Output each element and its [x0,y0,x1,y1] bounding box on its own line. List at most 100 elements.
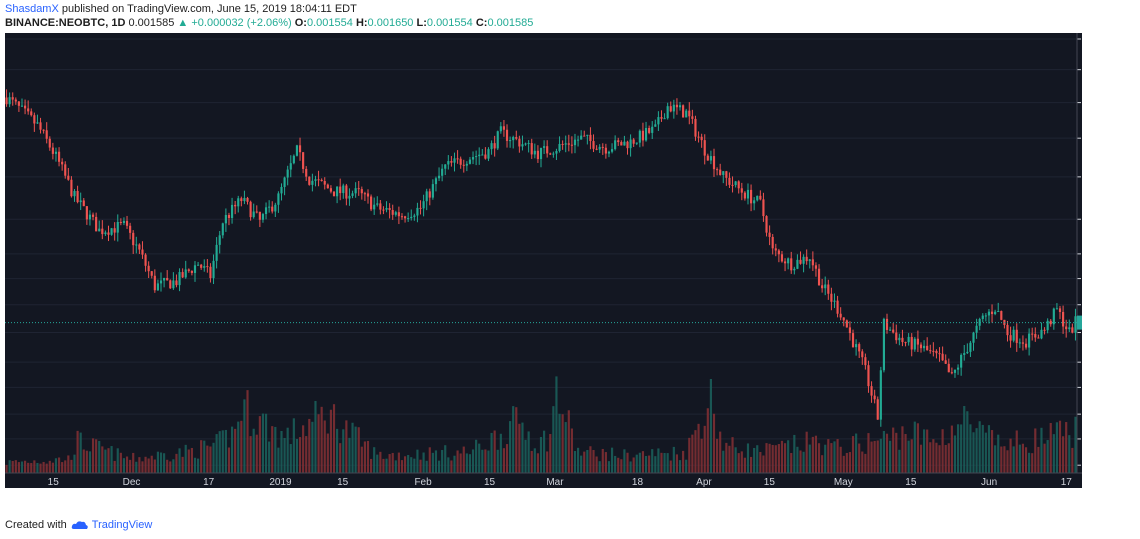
candle-body [39,122,42,130]
volume-bar [722,450,725,473]
volume-bar [978,421,981,473]
volume-bar [8,460,11,473]
volume-bar [363,441,366,473]
candle-body [1018,342,1021,344]
volume-bar [255,434,258,473]
volume-bar [17,462,20,473]
publish-line: ShasdamX published on TradingView.com, J… [5,3,357,15]
volume-bar [994,445,997,473]
volume-bar [685,459,688,473]
volume-bar [762,455,765,473]
volume-bar [505,444,509,473]
volume-bar [14,460,17,473]
volume-bar [73,454,76,473]
candle-body [901,337,904,343]
candle-body [635,142,638,144]
volume-bar [882,431,885,473]
candle-body [518,138,521,147]
candle-body [456,158,459,160]
candle-body [382,209,385,211]
volume-bar [836,439,839,473]
volume-bar [397,452,400,473]
volume-bar [240,420,243,473]
candle-body [938,353,941,355]
volume-bar [929,442,932,473]
candle-body [694,118,697,137]
volume-bar [119,452,122,473]
author-link[interactable]: ShasdamX [5,3,59,15]
volume-bar [833,441,836,473]
candle-body [956,367,960,370]
chart-background [5,33,1082,488]
candle-body [620,142,623,146]
volume-bar [648,455,651,473]
volume-bar [892,427,895,473]
candle-body [132,232,135,246]
candle-body [716,169,719,171]
volume-bar [79,432,82,473]
volume-bar [478,443,481,473]
candle-body [824,284,827,289]
candle-body [675,104,679,108]
volume-bar [88,451,92,473]
candle-body [385,207,388,210]
candle-body [339,186,342,194]
candle-body [527,143,530,145]
candle-body [1034,334,1037,338]
volume-bar [910,439,913,473]
volume-bar [638,452,641,473]
price-chart[interactable]: 0.0030000.0028000.0026000.0024000.002200… [5,33,1082,488]
candle-body [682,105,685,118]
candle-body [283,177,286,187]
candle-body [583,135,586,137]
x-tick-label: Feb [414,477,432,488]
candle-body [51,147,54,154]
candle-body [644,128,648,141]
candle-body [641,130,645,141]
tradingview-brand-link[interactable]: TradingView [91,519,153,531]
publish-info: published on TradingView.com, June 15, 2… [61,3,357,15]
candle-body [722,171,725,175]
tradingview-cloud-icon [71,521,88,529]
candle-body [261,214,265,220]
candle-body [237,198,240,207]
volume-bar [657,448,660,473]
candle-body [839,313,842,318]
candle-body [963,353,966,355]
candle-body [830,293,833,302]
candle-body [357,188,360,190]
volume-bar [583,451,586,473]
volume-bar [370,458,373,473]
volume-bar [688,437,691,473]
volume-bar [700,438,703,473]
volume-bar [793,434,796,473]
candle-body [515,137,518,139]
candle-body [258,211,261,220]
candle-body [885,318,889,330]
candle-body [601,146,604,148]
volume-bar [567,410,570,473]
candle-body [576,139,580,141]
candle-body [907,336,910,343]
volume-bar [274,426,277,473]
candle-body [1071,327,1074,333]
candle-body [848,327,852,334]
volume-bar [1058,420,1062,473]
volume-bar [23,460,27,473]
volume-bar [753,447,756,473]
footer: Created with TradingView [5,519,152,531]
volume-bar [456,450,459,473]
candle-body [27,108,30,112]
x-tick-label: Dec [123,477,141,488]
candle-body [947,363,950,373]
volume-bar [484,449,487,473]
candle-body [70,179,73,197]
volume-bar [419,459,422,473]
chart-area[interactable]: 0.0030000.0028000.0026000.0024000.002200… [5,33,1082,488]
candle-body [836,300,839,314]
candle-body [286,169,289,178]
volume-bar [64,460,67,473]
candle-body [129,225,132,233]
candle-body [308,176,311,185]
candle-body [916,338,919,345]
